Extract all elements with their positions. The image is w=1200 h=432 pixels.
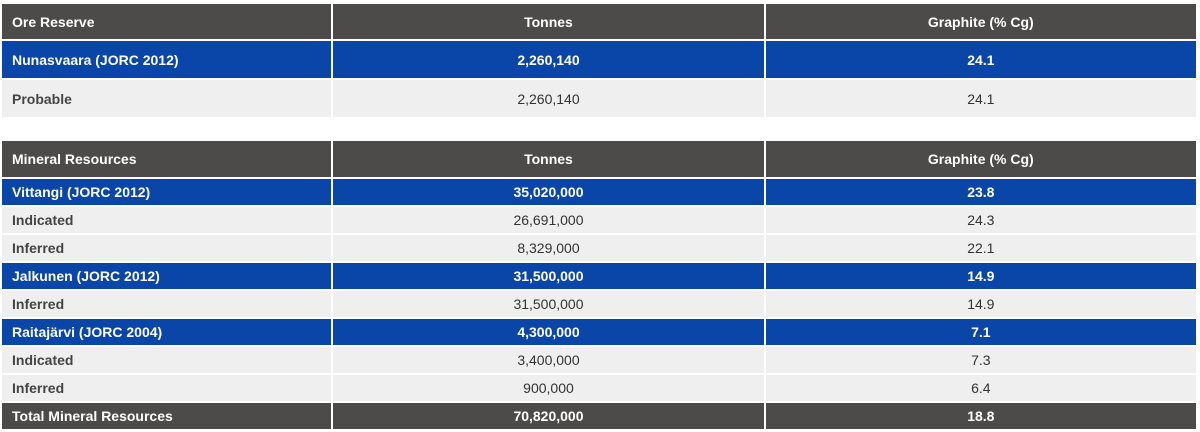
cell-graphite: 7.3	[765, 347, 1196, 373]
cell-graphite: 24.1	[765, 80, 1196, 117]
table-row: Indicated 26,691,000 24.3	[2, 207, 1196, 233]
cell-graphite: 7.1	[765, 319, 1196, 345]
cell-label: Inferred	[2, 291, 332, 317]
cell-label: Jalkunen (JORC 2012)	[2, 263, 332, 289]
group-row: Raitajärvi (JORC 2004) 4,300,000 7.1	[2, 319, 1196, 345]
cell-tonnes: 70,820,000	[333, 403, 764, 429]
cell-label: Probable	[2, 80, 332, 117]
column-header-tonnes: Tonnes	[333, 141, 764, 177]
cell-label: Nunasvaara (JORC 2012)	[2, 41, 332, 78]
ore-reserve-table: Ore Reserve Tonnes Graphite (% Cg) Nunasvaa…	[0, 2, 1198, 119]
cell-label: Indicated	[2, 207, 332, 233]
ore-reserve-body: Ore Reserve Tonnes Graphite (% Cg) Nunasvaa…	[2, 4, 1196, 117]
column-header-label: Ore Reserve	[2, 4, 332, 39]
group-row: Nunasvaara (JORC 2012) 2,260,140 24.1	[2, 41, 1196, 78]
cell-label: Total Mineral Resources	[2, 403, 332, 429]
table-header-row: Mineral Resources Tonnes Graphite (% Cg)	[2, 141, 1196, 177]
column-header-graphite: Graphite (% Cg)	[765, 141, 1196, 177]
cell-tonnes: 31,500,000	[333, 291, 764, 317]
column-header-graphite: Graphite (% Cg)	[765, 4, 1196, 39]
group-row: Jalkunen (JORC 2012) 31,500,000 14.9	[2, 263, 1196, 289]
group-row: Vittangi (JORC 2012) 35,020,000 23.8	[2, 179, 1196, 205]
table-row: Inferred 8,329,000 22.1	[2, 235, 1196, 261]
cell-label: Inferred	[2, 375, 332, 401]
cell-tonnes: 8,329,000	[333, 235, 764, 261]
cell-tonnes: 35,020,000	[333, 179, 764, 205]
table-row: Indicated 3,400,000 7.3	[2, 347, 1196, 373]
table-row: Inferred 31,500,000 14.9	[2, 291, 1196, 317]
total-row: Total Mineral Resources 70,820,000 18.8	[2, 403, 1196, 429]
mineral-resources-table: Mineral Resources Tonnes Graphite (% Cg) Vi…	[0, 139, 1198, 431]
cell-tonnes: 2,260,140	[333, 41, 764, 78]
cell-tonnes: 2,260,140	[333, 80, 764, 117]
cell-graphite: 14.9	[765, 263, 1196, 289]
cell-tonnes: 900,000	[333, 375, 764, 401]
column-header-label: Mineral Resources	[2, 141, 332, 177]
mineral-resources-body: Mineral Resources Tonnes Graphite (% Cg) Vi…	[2, 141, 1196, 429]
cell-tonnes: 31,500,000	[333, 263, 764, 289]
column-header-tonnes: Tonnes	[333, 4, 764, 39]
cell-label: Raitajärvi (JORC 2004)	[2, 319, 332, 345]
cell-tonnes: 3,400,000	[333, 347, 764, 373]
cell-graphite: 24.1	[765, 41, 1196, 78]
cell-graphite: 14.9	[765, 291, 1196, 317]
cell-graphite: 6.4	[765, 375, 1196, 401]
cell-label: Vittangi (JORC 2012)	[2, 179, 332, 205]
cell-graphite: 18.8	[765, 403, 1196, 429]
cell-tonnes: 4,300,000	[333, 319, 764, 345]
cell-label: Indicated	[2, 347, 332, 373]
cell-graphite: 24.3	[765, 207, 1196, 233]
cell-graphite: 23.8	[765, 179, 1196, 205]
table-row: Probable 2,260,140 24.1	[2, 80, 1196, 117]
cell-label: Inferred	[2, 235, 332, 261]
table-header-row: Ore Reserve Tonnes Graphite (% Cg)	[2, 4, 1196, 39]
cell-tonnes: 26,691,000	[333, 207, 764, 233]
table-row: Inferred 900,000 6.4	[2, 375, 1196, 401]
cell-graphite: 22.1	[765, 235, 1196, 261]
